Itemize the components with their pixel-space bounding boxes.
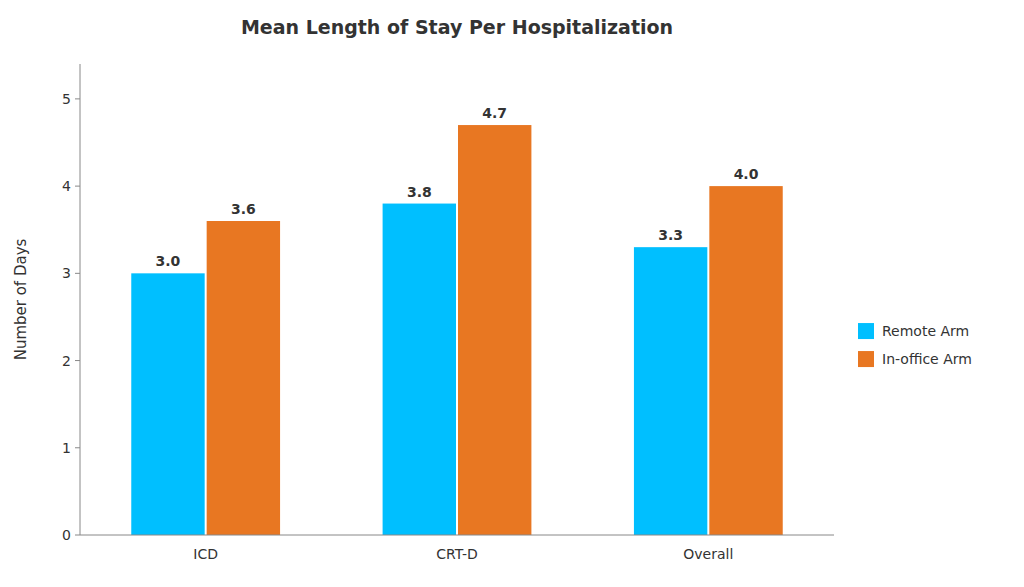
y-tick [75, 535, 80, 536]
data-label: 4.7 [482, 105, 507, 121]
data-label: 3.3 [658, 227, 683, 243]
legend-swatch [858, 351, 874, 367]
chart-title: Mean Length of Stay Per Hospitalization [241, 16, 673, 38]
bar [131, 273, 204, 535]
bar [458, 125, 531, 535]
bars [131, 125, 782, 535]
y-tick [75, 98, 80, 99]
y-tick-label: 2 [62, 353, 71, 369]
data-label: 3.0 [156, 253, 181, 269]
x-axis-line [80, 535, 834, 536]
y-tick [75, 360, 80, 361]
y-axis-label: Number of Days [12, 238, 30, 360]
y-tick-label: 3 [62, 265, 71, 281]
y-tick [75, 186, 80, 187]
x-tick-label: CRT-D [436, 546, 478, 562]
y-tick-label: 5 [62, 91, 71, 107]
data-label: 3.6 [231, 201, 256, 217]
y-tick-label: 0 [62, 527, 71, 543]
legend: Remote Arm In-office Arm [858, 323, 972, 367]
legend-label: In-office Arm [882, 351, 972, 367]
bar [634, 247, 707, 535]
bar [709, 186, 782, 535]
x-tick-label: ICD [193, 546, 218, 562]
bar [383, 204, 456, 535]
y-tick-label: 4 [62, 178, 71, 194]
bar [207, 221, 280, 535]
legend-label: Remote Arm [882, 323, 969, 339]
x-axis: ICD CRT-D Overall [80, 535, 834, 562]
data-label: 3.8 [407, 184, 432, 200]
chart-svg: Mean Length of Stay Per Hospitalization 0… [0, 0, 1024, 587]
data-labels: 3.0 3.8 3.3 3.6 4.7 4.0 [156, 105, 759, 269]
y-axis-line [80, 64, 81, 535]
y-tick-label: 1 [62, 440, 71, 456]
y-axis: 0 1 2 3 4 5 [62, 64, 80, 543]
y-tick [75, 447, 80, 448]
data-label: 4.0 [734, 166, 759, 182]
chart-container: Mean Length of Stay Per Hospitalization 0… [0, 0, 1024, 587]
legend-swatch [858, 323, 874, 339]
x-tick-label: Overall [683, 546, 733, 562]
y-tick [75, 273, 80, 274]
